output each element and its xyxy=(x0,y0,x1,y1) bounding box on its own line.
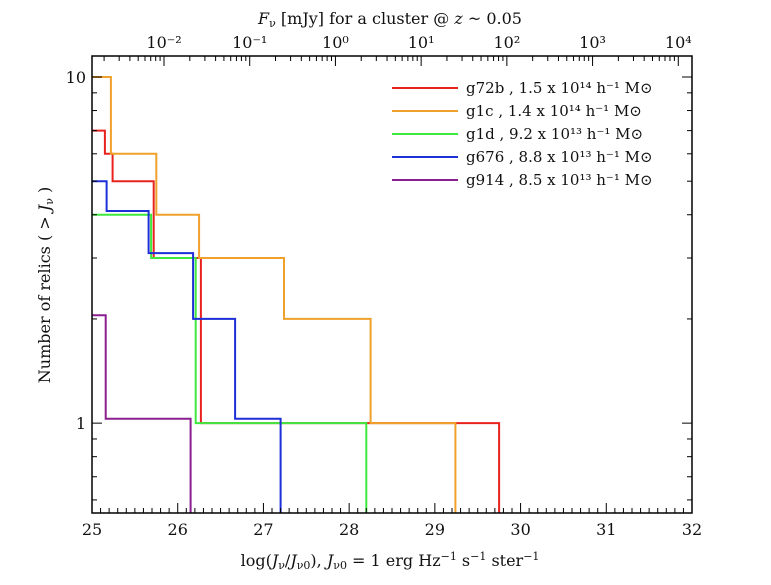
legend-label: g914 , 8.5 x 10¹³ h⁻¹ M⊙ xyxy=(466,171,653,189)
top-tick-label: 10² xyxy=(493,33,520,52)
legend-label: g1c , 1.4 x 10¹⁴ h⁻¹ M⊙ xyxy=(466,102,642,120)
x-tick-label: 26 xyxy=(168,520,188,539)
legend-label: g72b , 1.5 x 10¹⁴ h⁻¹ M⊙ xyxy=(466,79,653,97)
top-tick-label: 10⁴ xyxy=(665,33,692,52)
top-tick-label: 10⁻¹ xyxy=(232,33,267,52)
x-tick-label: 29 xyxy=(425,520,445,539)
x-tick-label: 25 xyxy=(82,520,102,539)
x-tick-label: 30 xyxy=(510,520,530,539)
labels-layer: Fν [mJy] for a cluster @ z ~ 0.05 log(Jν… xyxy=(35,9,702,572)
series-g1d-line xyxy=(92,213,368,513)
series-g676-line xyxy=(92,180,282,513)
y-axis-title: Number of relics ( > Jν ) xyxy=(35,187,56,383)
top-tick-label: 10³ xyxy=(579,33,606,52)
x-tick-label: 27 xyxy=(253,520,273,539)
x-tick-label: 31 xyxy=(596,520,616,539)
x-tick-label: 32 xyxy=(682,520,702,539)
legend-entry-g72b: g72b , 1.5 x 10¹⁴ h⁻¹ M⊙ xyxy=(392,79,653,97)
series-g914-line xyxy=(92,314,192,513)
series-layer xyxy=(92,76,501,513)
y-tick-label: 10 xyxy=(66,68,86,87)
legend-entry-g1d: g1d , 9.2 x 10¹³ h⁻¹ M⊙ xyxy=(392,125,643,143)
x-axis-title: log(Jν/Jν0), Jν0 = 1 erg Hz−1 s−1 ster−1 xyxy=(241,550,540,572)
series-g1c-line xyxy=(92,76,457,513)
x-tick-label: 28 xyxy=(339,520,359,539)
ticks-layer xyxy=(91,56,693,513)
y-tick-label: 1 xyxy=(76,414,86,433)
legend-label: g1d , 9.2 x 10¹³ h⁻¹ M⊙ xyxy=(466,125,643,143)
top-axis-title: Fν [mJy] for a cluster @ z ~ 0.05 xyxy=(257,9,522,30)
legend-entry-g676: g676 , 8.8 x 10¹³ h⁻¹ M⊙ xyxy=(392,148,653,166)
legend-entry-g914: g914 , 8.5 x 10¹³ h⁻¹ M⊙ xyxy=(392,171,653,189)
top-tick-label: 10¹ xyxy=(408,33,435,52)
series-g72b-line xyxy=(92,129,501,513)
legend-entry-g1c: g1c , 1.4 x 10¹⁴ h⁻¹ M⊙ xyxy=(392,102,642,120)
legend: g72b , 1.5 x 10¹⁴ h⁻¹ M⊙ g1c , 1.4 x 10¹⁴… xyxy=(392,79,653,189)
top-tick-label: 10⁰ xyxy=(322,33,349,52)
top-tick-label: 10⁻² xyxy=(146,33,181,52)
legend-label: g676 , 8.8 x 10¹³ h⁻¹ M⊙ xyxy=(466,148,653,166)
